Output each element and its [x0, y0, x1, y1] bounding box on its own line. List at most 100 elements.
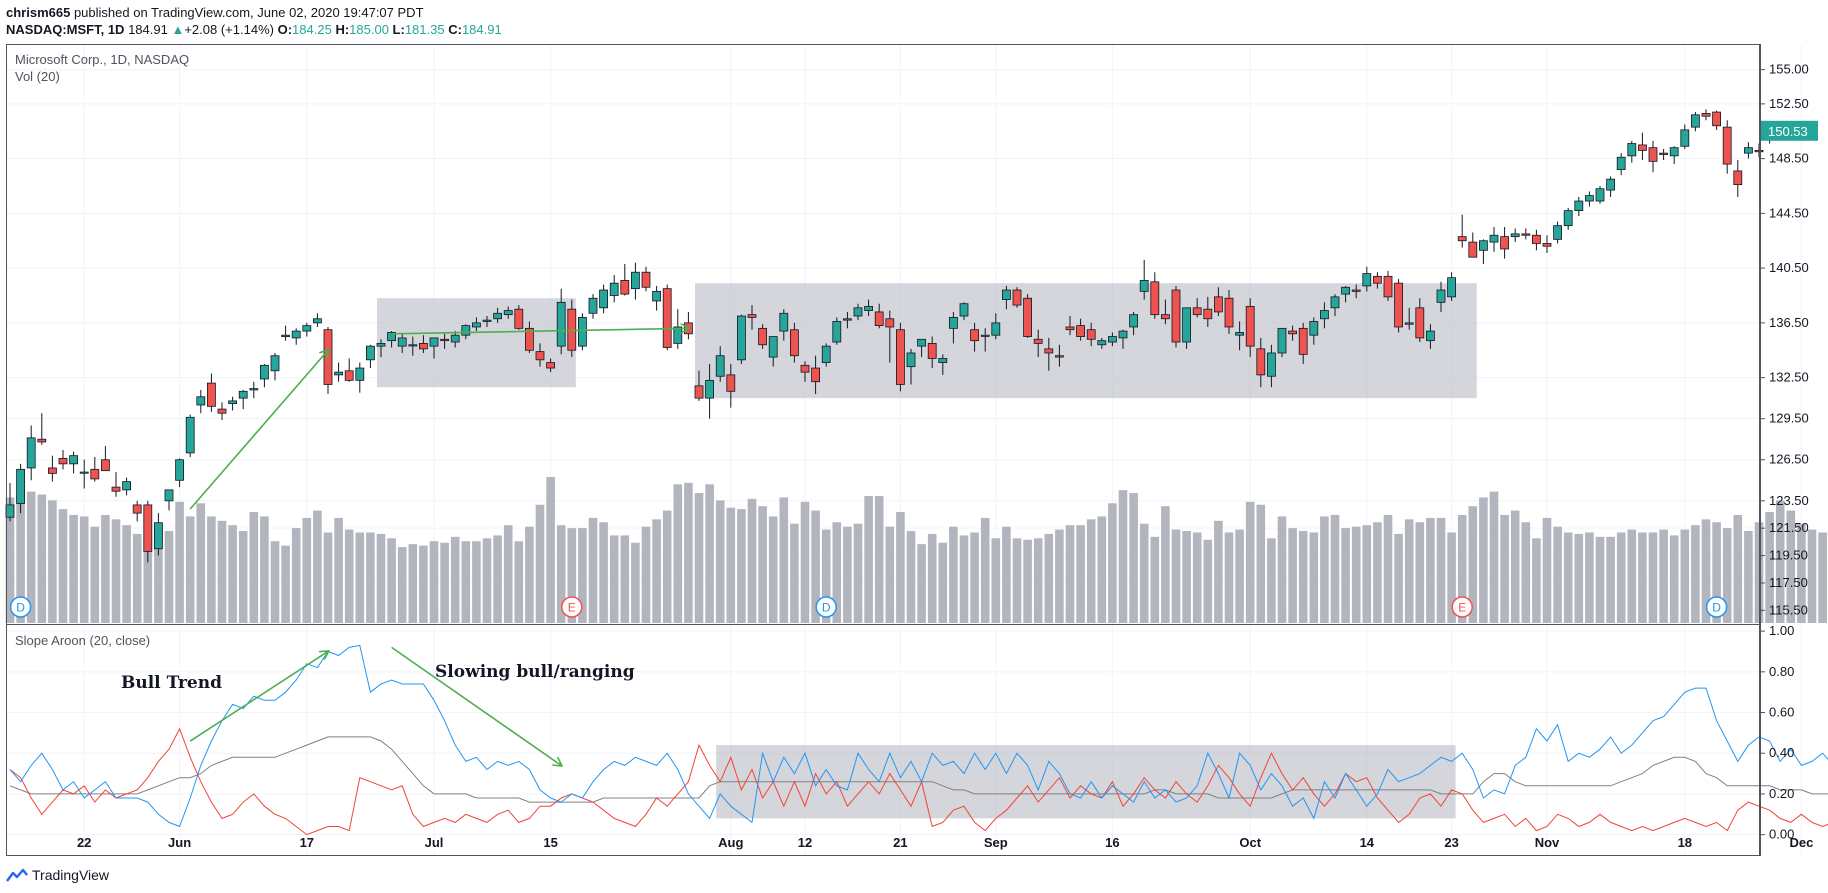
- candle: [16, 463, 26, 514]
- time-tick-label: Jun: [168, 835, 191, 850]
- close-label: C:: [448, 22, 462, 37]
- marker-letter: E: [568, 601, 576, 615]
- price-tick-label: 129.50: [1769, 411, 1809, 426]
- candle-body: [853, 307, 863, 317]
- candle-body: [1320, 310, 1329, 320]
- candle: [312, 313, 322, 327]
- candle: [1118, 329, 1128, 349]
- volume-bar: [1139, 523, 1149, 623]
- volume-bar: [1616, 532, 1626, 623]
- marker-letter: D: [16, 601, 25, 615]
- volume-bar: [1648, 532, 1658, 623]
- candle: [917, 338, 926, 358]
- volume-bar: [1203, 539, 1213, 623]
- candle: [1383, 270, 1393, 301]
- volume-bar: [37, 494, 47, 623]
- volume-bar: [1171, 529, 1181, 623]
- candle: [196, 389, 206, 414]
- candle: [1214, 287, 1223, 317]
- candle: [1341, 285, 1350, 303]
- candle: [291, 328, 301, 345]
- publish-info: chrism665 published on TradingView.com, …: [6, 4, 424, 21]
- candle-body: [525, 327, 534, 351]
- candle: [26, 425, 36, 481]
- volume-bar: [291, 528, 301, 623]
- candle: [122, 477, 131, 496]
- volume-bar: [1033, 538, 1043, 623]
- volume-bar: [652, 519, 661, 623]
- volume-bar: [90, 526, 100, 623]
- volume-bar: [397, 547, 407, 623]
- volume-bar: [1510, 510, 1520, 623]
- candle-body: [959, 303, 969, 317]
- candle: [1479, 239, 1488, 265]
- candle: [164, 489, 174, 511]
- publish-timestamp: published on TradingView.com, June 02, 2…: [73, 5, 424, 20]
- aroon-up-line: [9, 644, 1828, 828]
- candle: [259, 363, 269, 388]
- candle: [1680, 124, 1690, 150]
- symbol-label: NASDAQ:MSFT, 1D: [6, 22, 125, 37]
- candle-body: [1277, 327, 1287, 354]
- volume-bar: [609, 535, 619, 623]
- volume-bar: [1415, 522, 1425, 623]
- volume-bar: [927, 533, 937, 623]
- indicator-tick-label: 0.60: [1769, 705, 1794, 720]
- candle: [758, 324, 767, 349]
- indicator-axis[interactable]: 1.00 0.80 0.60 0.40 0.20 0.00: [1760, 623, 1794, 842]
- candle: [832, 317, 842, 345]
- volume-bar: [5, 497, 15, 623]
- publisher-name[interactable]: chrism665: [6, 5, 71, 20]
- price-tick-label: 140.50: [1769, 260, 1809, 275]
- candle: [1691, 112, 1700, 132]
- candle: [821, 343, 831, 367]
- volume-bar: [461, 541, 471, 623]
- candle-body: [1383, 275, 1393, 298]
- high-label: H:: [335, 22, 350, 37]
- candle: [1659, 149, 1668, 160]
- candle: [938, 354, 948, 375]
- volume-bar: [228, 525, 237, 623]
- candle: [535, 343, 545, 367]
- candle-body: [1129, 314, 1138, 328]
- time-axis[interactable]: 22 Jun 17 Jul 15 Aug 12 21 Sep 16 Oct 14 23 Nov 18 Dec: [77, 835, 1813, 850]
- candle: [1086, 322, 1096, 347]
- candle: [959, 302, 969, 321]
- price-axis[interactable]: 155.00 152.50 148.50 144.50 140.50 136.50 132.…: [1760, 62, 1809, 618]
- footer-brand[interactable]: TradingView: [6, 866, 109, 884]
- candle-body: [1585, 195, 1594, 202]
- candle-body: [1150, 281, 1160, 316]
- volume-bar: [1320, 516, 1329, 623]
- volume-bar: [408, 544, 418, 623]
- volume-bar: [1150, 536, 1160, 623]
- last-price-badge: 150.53: [1761, 120, 1818, 141]
- candle: [980, 328, 990, 352]
- volume-bar: [1691, 525, 1700, 623]
- volume-bar: [811, 510, 820, 623]
- volume-bar: [1245, 501, 1255, 623]
- candle: [705, 363, 714, 419]
- volume-bar: [1638, 532, 1647, 623]
- candle-body: [715, 355, 725, 377]
- volume-bar: [79, 516, 89, 623]
- tradingview-logo-icon: [6, 868, 28, 882]
- candle: [1585, 191, 1594, 207]
- candle-body: [906, 352, 916, 368]
- candle-body: [408, 344, 418, 347]
- candle: [874, 303, 884, 329]
- candle: [1097, 337, 1107, 349]
- candle-body: [1606, 178, 1615, 191]
- volume-bar: [1500, 514, 1509, 623]
- volume-bar: [959, 535, 969, 623]
- candle: [578, 313, 587, 351]
- candle: [429, 337, 439, 359]
- candle-body: [927, 342, 937, 359]
- volume-bar: [1044, 533, 1054, 623]
- volume-bar: [1680, 529, 1690, 623]
- volume-bar: [1574, 533, 1584, 623]
- price-tick-label: 136.50: [1769, 315, 1809, 330]
- candle-body: [1394, 282, 1403, 328]
- marker-circle: [561, 596, 583, 618]
